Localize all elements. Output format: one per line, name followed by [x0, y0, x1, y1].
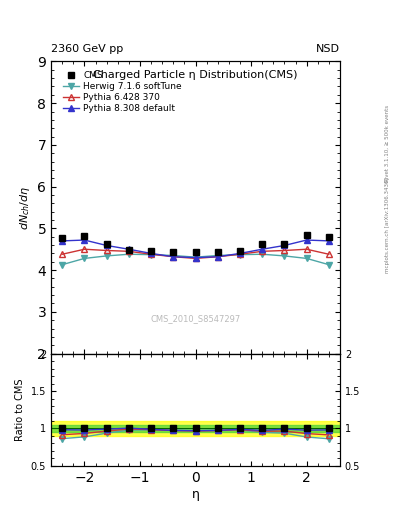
Herwig 7.1.6 softTune [104, 253, 109, 259]
Herwig 7.1.6 softTune [327, 262, 331, 268]
Text: 2360 GeV pp: 2360 GeV pp [51, 44, 123, 54]
Pythia 6.428 370 [171, 253, 176, 260]
Herwig 7.1.6 softTune [171, 252, 176, 259]
Herwig 7.1.6 softTune [82, 255, 87, 262]
Text: Charged Particle η Distribution(CMS): Charged Particle η Distribution(CMS) [93, 70, 298, 80]
Pythia 6.428 370 [149, 251, 153, 258]
Pythia 8.308 default [82, 237, 87, 243]
Herwig 7.1.6 softTune [238, 251, 242, 258]
Pythia 8.308 default [127, 246, 131, 252]
CMS [171, 249, 176, 255]
CMS [127, 247, 131, 253]
Pythia 8.308 default [171, 253, 176, 260]
Legend: CMS, Herwig 7.1.6 softTune, Pythia 6.428 370, Pythia 8.308 default: CMS, Herwig 7.1.6 softTune, Pythia 6.428… [61, 69, 184, 115]
CMS [327, 234, 331, 240]
Line: CMS: CMS [59, 232, 332, 255]
Text: CMS_2010_S8547297: CMS_2010_S8547297 [151, 314, 241, 323]
Pythia 6.428 370 [60, 251, 64, 258]
Herwig 7.1.6 softTune [304, 255, 309, 262]
Pythia 8.308 default [215, 253, 220, 260]
CMS [60, 234, 64, 241]
Pythia 6.428 370 [282, 247, 287, 253]
Pythia 6.428 370 [127, 248, 131, 254]
CMS [238, 248, 242, 254]
CMS [260, 241, 264, 247]
Bar [51, 425, 340, 432]
X-axis label: η: η [191, 487, 200, 501]
CMS [149, 248, 153, 254]
Pythia 6.428 370 [82, 246, 87, 252]
Pythia 6.428 370 [215, 253, 220, 260]
Y-axis label: $dN_{ch}/d\eta$: $dN_{ch}/d\eta$ [18, 185, 32, 230]
Pythia 8.308 default [104, 242, 109, 248]
Pythia 8.308 default [304, 237, 309, 243]
Herwig 7.1.6 softTune [215, 252, 220, 259]
Line: Herwig 7.1.6 softTune: Herwig 7.1.6 softTune [59, 251, 332, 267]
CMS [304, 232, 309, 239]
Herwig 7.1.6 softTune [260, 251, 264, 258]
Y-axis label: Ratio to CMS: Ratio to CMS [15, 378, 25, 441]
Pythia 6.428 370 [193, 255, 198, 262]
CMS [215, 249, 220, 255]
Pythia 6.428 370 [260, 248, 264, 254]
Herwig 7.1.6 softTune [193, 254, 198, 260]
Pythia 8.308 default [238, 250, 242, 257]
Pythia 8.308 default [149, 250, 153, 257]
Herwig 7.1.6 softTune [282, 253, 287, 259]
Text: Rivet 3.1.10, ≥ 500k events: Rivet 3.1.10, ≥ 500k events [385, 105, 390, 182]
Pythia 8.308 default [282, 242, 287, 248]
Herwig 7.1.6 softTune [127, 251, 131, 258]
Herwig 7.1.6 softTune [149, 251, 153, 258]
Pythia 8.308 default [327, 238, 331, 244]
Line: Pythia 6.428 370: Pythia 6.428 370 [59, 246, 332, 261]
Text: mcplots.cern.ch [arXiv:1306.3436]: mcplots.cern.ch [arXiv:1306.3436] [385, 178, 390, 273]
CMS [82, 233, 87, 239]
Text: NSD: NSD [316, 44, 340, 54]
Pythia 8.308 default [260, 246, 264, 252]
Pythia 6.428 370 [304, 246, 309, 252]
Pythia 8.308 default [193, 254, 198, 261]
CMS [104, 241, 109, 247]
Herwig 7.1.6 softTune [60, 262, 64, 268]
Pythia 6.428 370 [104, 247, 109, 253]
CMS [282, 241, 287, 247]
Line: Pythia 8.308 default: Pythia 8.308 default [59, 237, 332, 261]
Pythia 8.308 default [60, 238, 64, 244]
Pythia 6.428 370 [238, 251, 242, 258]
Pythia 6.428 370 [327, 251, 331, 258]
CMS [193, 249, 198, 255]
Bar [51, 421, 340, 436]
